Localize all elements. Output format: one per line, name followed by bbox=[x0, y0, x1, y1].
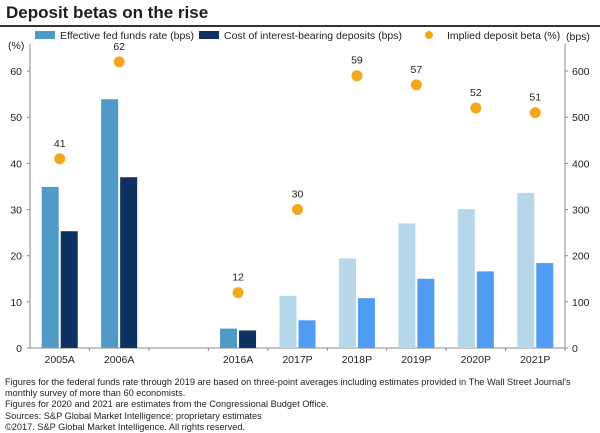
footnotes: Figures for the federal funds rate throu… bbox=[5, 377, 595, 433]
x-tick-label: 2017P bbox=[282, 354, 312, 366]
legend-marker bbox=[425, 31, 433, 39]
right-tick-label: 400 bbox=[572, 158, 590, 170]
footnote-line: Sources: S&P Global Market Intelligence;… bbox=[5, 410, 262, 421]
bar-deposit-cost bbox=[298, 320, 316, 348]
beta-data-label: 62 bbox=[113, 41, 125, 53]
bar-deposit-cost bbox=[239, 330, 257, 348]
left-tick-label: 0 bbox=[16, 343, 22, 355]
beta-marker bbox=[54, 153, 66, 165]
beta-marker bbox=[113, 56, 125, 68]
left-tick-label: 30 bbox=[10, 205, 22, 217]
legend-label: Cost of interest-bearing deposits (bps) bbox=[224, 30, 402, 42]
beta-data-label: 51 bbox=[529, 92, 541, 104]
footnote-line: Figures for the federal funds rate throu… bbox=[5, 377, 571, 387]
footnote-line: ©2017. S&P Global Market Intelligence. A… bbox=[5, 421, 245, 432]
x-tick-label: 2016A bbox=[223, 354, 253, 366]
legend-label: Effective fed funds rate (bps) bbox=[60, 30, 194, 42]
beta-data-label: 52 bbox=[470, 87, 482, 99]
bar-fed-funds-rate bbox=[338, 258, 356, 348]
bar-fed-funds-rate bbox=[517, 192, 535, 348]
beta-marker bbox=[410, 79, 422, 91]
bar-deposit-cost bbox=[60, 231, 78, 348]
bar-deposit-cost bbox=[536, 263, 554, 348]
left-tick-label: 20 bbox=[10, 251, 22, 263]
x-tick-label: 2006A bbox=[104, 354, 134, 366]
right-tick-label: 600 bbox=[572, 66, 590, 78]
legend-swatch bbox=[199, 31, 219, 39]
right-tick-label: 200 bbox=[572, 251, 590, 263]
footnote-line: monthly survey of more than 60 economist… bbox=[5, 388, 186, 399]
beta-marker bbox=[351, 70, 363, 82]
footnote-line: Figures for 2020 and 2021 are estimates … bbox=[5, 399, 329, 410]
legend-swatch bbox=[35, 31, 55, 39]
right-tick-label: 0 bbox=[572, 343, 578, 355]
bar-deposit-cost bbox=[476, 271, 494, 348]
bar-fed-funds-rate bbox=[101, 99, 119, 348]
beta-data-label: 57 bbox=[411, 64, 423, 76]
left-tick-label: 60 bbox=[10, 66, 22, 78]
beta-data-label: 59 bbox=[351, 55, 363, 67]
bar-fed-funds-rate bbox=[220, 328, 238, 348]
x-tick-label: 2020P bbox=[461, 354, 491, 366]
bar-deposit-cost bbox=[357, 298, 375, 348]
bar-deposit-cost bbox=[120, 177, 138, 348]
legend-label: Implied deposit beta (%) bbox=[447, 30, 560, 42]
bar-fed-funds-rate bbox=[398, 223, 416, 348]
bar-fed-funds-rate bbox=[41, 186, 59, 348]
x-tick-label: 2019P bbox=[401, 354, 431, 366]
beta-marker bbox=[529, 107, 541, 119]
x-tick-label: 2021P bbox=[520, 354, 550, 366]
right-tick-label: 100 bbox=[572, 297, 590, 309]
right-axis-unit: (bps) bbox=[566, 31, 590, 43]
bar-fed-funds-rate bbox=[457, 209, 475, 348]
beta-data-label: 30 bbox=[292, 189, 304, 201]
beta-marker bbox=[470, 102, 482, 114]
left-axis-unit: (%) bbox=[8, 40, 24, 52]
x-tick-label: 2005A bbox=[45, 354, 75, 366]
title-divider bbox=[0, 25, 600, 27]
right-tick-label: 300 bbox=[572, 205, 590, 217]
left-tick-label: 40 bbox=[10, 158, 22, 170]
left-tick-label: 10 bbox=[10, 297, 22, 309]
beta-data-label: 41 bbox=[54, 138, 66, 150]
x-tick-label: 2018P bbox=[342, 354, 372, 366]
right-tick-label: 500 bbox=[572, 112, 590, 124]
bar-chart: Effective fed funds rate (bps) Cost of in… bbox=[8, 30, 590, 366]
bar-deposit-cost bbox=[417, 278, 435, 348]
beta-marker bbox=[292, 204, 303, 216]
left-tick-label: 50 bbox=[10, 112, 22, 124]
beta-marker bbox=[232, 287, 244, 299]
chart-title: Deposit betas on the rise bbox=[6, 3, 209, 22]
beta-data-label: 12 bbox=[232, 272, 244, 284]
bar-fed-funds-rate bbox=[279, 295, 297, 348]
